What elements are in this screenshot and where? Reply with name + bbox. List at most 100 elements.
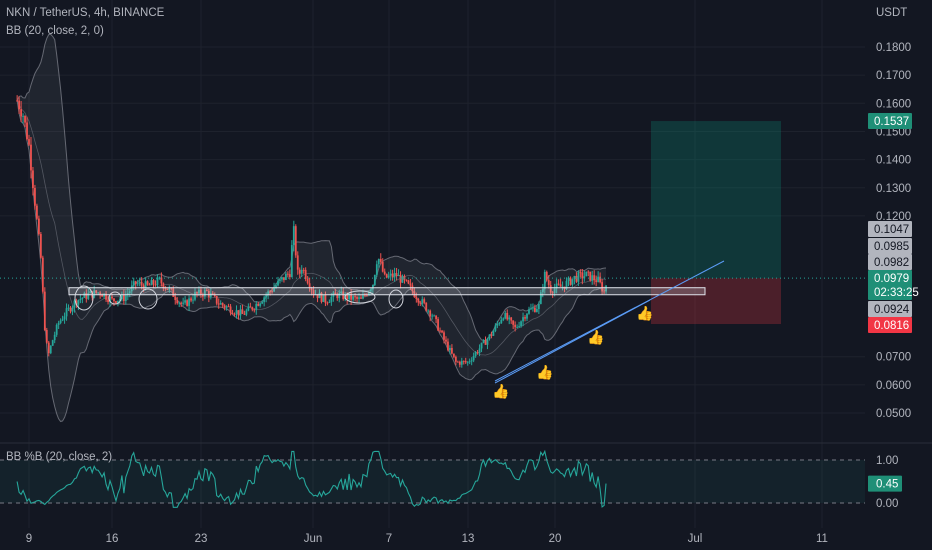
candle <box>162 282 165 292</box>
candle <box>371 284 374 294</box>
candle <box>39 231 42 259</box>
candle <box>63 312 66 324</box>
time-tick: 7 <box>386 533 392 545</box>
touch-circle <box>138 288 158 310</box>
candle <box>478 344 481 357</box>
candle <box>67 304 70 311</box>
candle <box>439 327 441 333</box>
thumb-up-icon: 👍 <box>536 364 553 381</box>
candle <box>377 258 380 268</box>
candle <box>326 301 329 306</box>
candle <box>158 276 161 280</box>
candle <box>476 349 479 355</box>
candle <box>423 297 426 305</box>
candle <box>265 292 268 303</box>
candle <box>192 294 194 304</box>
candle <box>516 324 519 329</box>
candle <box>113 298 115 306</box>
candle <box>205 288 208 292</box>
candle <box>460 357 463 368</box>
candle <box>182 297 185 306</box>
candle <box>164 286 167 292</box>
candle <box>207 288 210 303</box>
price-tag-level: 0.0982 <box>868 254 912 270</box>
candle <box>69 305 72 314</box>
candle <box>136 279 139 287</box>
candle <box>571 279 574 287</box>
candle <box>498 321 501 326</box>
drawings: 👍 👍 👍 👍 <box>0 121 865 400</box>
candle <box>298 267 301 279</box>
candle <box>547 275 550 289</box>
candle <box>261 300 264 305</box>
candle <box>520 320 522 328</box>
candle <box>26 116 28 141</box>
price-tag-last: 0.0979 <box>868 270 912 286</box>
candle <box>310 286 313 296</box>
candle <box>486 337 489 350</box>
candle <box>154 280 157 287</box>
candle <box>59 318 62 325</box>
candle <box>502 317 505 322</box>
candle <box>202 292 204 301</box>
candle <box>447 338 449 352</box>
candle <box>290 240 293 278</box>
candle <box>393 267 396 282</box>
candle <box>28 134 30 147</box>
candle <box>41 255 44 294</box>
candle <box>484 336 487 345</box>
candle <box>462 360 465 365</box>
candle <box>57 320 60 330</box>
candle <box>85 289 88 303</box>
candle <box>259 302 262 308</box>
candle <box>144 277 147 291</box>
candle <box>389 269 392 281</box>
candle <box>373 274 376 286</box>
candle <box>334 288 337 295</box>
candle <box>95 290 98 295</box>
time-tick: 11 <box>816 533 828 545</box>
candle <box>302 267 305 274</box>
price-axis[interactable]: 0.1800 0.1700 0.1600 0.1500 0.1400 0.1300 0.12… <box>868 42 919 420</box>
candle <box>281 276 283 282</box>
candle <box>419 300 422 307</box>
candle <box>575 272 578 283</box>
candle <box>239 305 242 320</box>
candle <box>433 314 436 317</box>
candle <box>401 274 404 284</box>
candle <box>539 289 542 305</box>
candle <box>352 295 354 302</box>
candle <box>37 215 40 236</box>
candle <box>322 294 325 303</box>
trendline-upper <box>494 260 725 382</box>
price-tag-countdown: 02:33:25 <box>868 284 919 300</box>
candle <box>514 321 517 332</box>
time-axis[interactable]: 9 16 23 Jun 7 13 20 Jul 11 <box>26 533 828 545</box>
oscillator-title[interactable]: BB %B (20, close, 2) <box>6 451 112 463</box>
candle <box>379 253 382 265</box>
touch-circle <box>388 289 404 309</box>
candle <box>597 271 600 283</box>
price-tick: 0.0700 <box>876 352 911 364</box>
candle <box>537 301 540 315</box>
candle <box>308 277 311 292</box>
indicator-title[interactable]: BB (20, close, 2, 0) <box>6 25 104 37</box>
candle <box>577 270 580 286</box>
candle <box>24 115 26 128</box>
candle <box>77 299 80 311</box>
candle <box>235 305 238 319</box>
candle <box>285 271 287 281</box>
candle <box>356 295 358 304</box>
svg-text:02:33:25: 02:33:25 <box>874 287 919 299</box>
candle <box>146 280 149 286</box>
svg-text:0.45: 0.45 <box>876 479 898 491</box>
symbol-title[interactable]: NKN / TetherUS, 4h, BINANCE <box>6 7 165 19</box>
candle <box>526 313 528 322</box>
time-tick: 16 <box>106 533 119 545</box>
candle <box>160 272 163 287</box>
candle <box>32 166 34 196</box>
candle <box>454 355 457 366</box>
candle <box>215 295 218 306</box>
candle <box>407 279 410 285</box>
